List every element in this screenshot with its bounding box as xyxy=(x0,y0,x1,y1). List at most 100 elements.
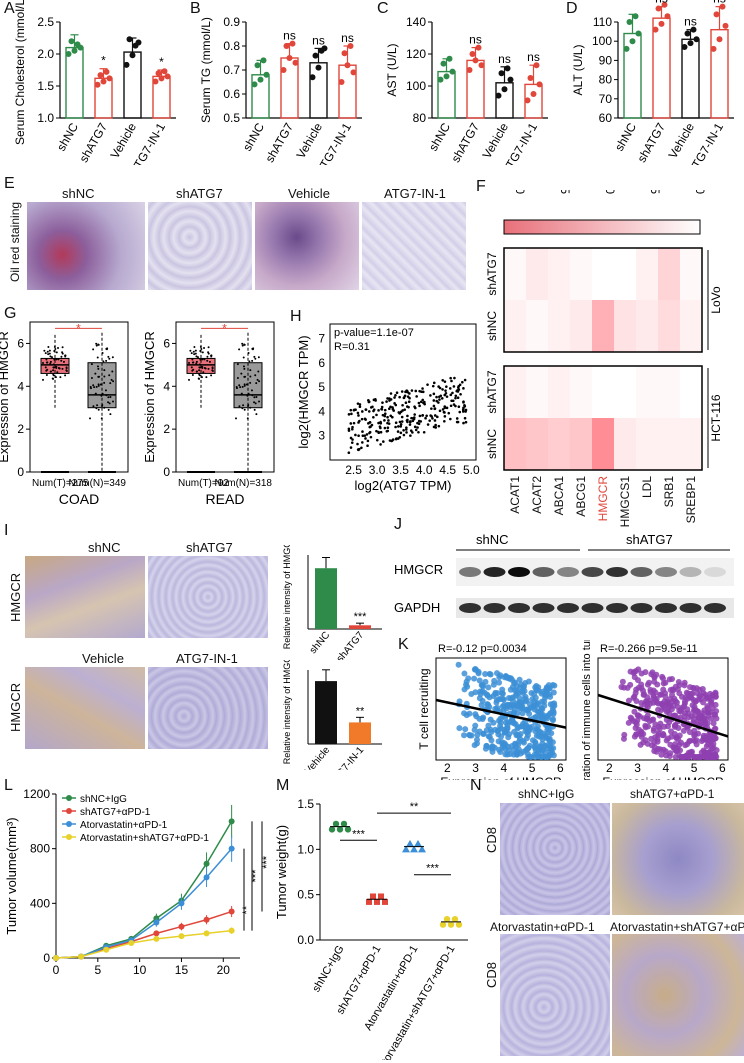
data-point xyxy=(256,378,259,381)
data-point xyxy=(711,751,718,758)
gene-label: ABCA1 xyxy=(552,476,566,516)
y-axis-label: Tumor volume(mm³) xyxy=(4,817,19,934)
data-point xyxy=(542,742,549,749)
heatmap-cell xyxy=(614,418,636,470)
data-point xyxy=(671,722,678,729)
x-tick-label: shATG7 xyxy=(335,630,367,660)
data-point xyxy=(464,420,468,424)
data-point xyxy=(188,378,190,381)
data-point xyxy=(710,720,717,727)
data-point xyxy=(464,410,467,413)
gene-label: ABCG1 xyxy=(574,476,588,517)
data-point xyxy=(129,52,136,59)
panel-letter: K xyxy=(398,636,409,653)
blot-row-label: HMGCR xyxy=(394,562,443,577)
data-point xyxy=(367,398,370,402)
data-point xyxy=(414,428,418,432)
data-point xyxy=(497,672,504,679)
heatmap-cell xyxy=(548,300,570,352)
data-point xyxy=(398,395,401,399)
data-point xyxy=(661,1,668,8)
data-point xyxy=(97,72,104,79)
cd8-side-label: CD8 xyxy=(484,961,499,988)
data-point xyxy=(377,409,380,412)
data-point xyxy=(461,686,468,693)
data-point xyxy=(653,696,660,703)
data-point xyxy=(379,443,382,446)
data-point xyxy=(382,440,385,443)
panel-letter: C xyxy=(377,0,389,17)
significance-label: ns xyxy=(469,33,482,47)
data-point xyxy=(97,384,100,387)
legend-label: shATG7+αPD-1 xyxy=(80,807,151,818)
heatmap-cell xyxy=(504,418,526,470)
data-point xyxy=(454,396,457,400)
x-tick-label: 6 xyxy=(719,761,726,775)
data-point xyxy=(199,349,202,352)
blot-row-label: GAPDH xyxy=(394,600,440,615)
data-point xyxy=(432,381,436,385)
gapdh-band xyxy=(630,603,653,613)
data-point xyxy=(692,698,699,705)
data-point xyxy=(203,916,210,923)
data-point xyxy=(191,373,194,376)
data-point xyxy=(499,741,506,748)
significance-label: ns xyxy=(527,50,540,64)
data-point xyxy=(203,346,206,349)
data-point xyxy=(406,839,414,847)
bar-I-bottom: Relative intensity of HMGCR VehicleATG7-I… xyxy=(282,660,382,770)
data-point xyxy=(101,392,104,395)
hmgcr-side-label: HMGCR xyxy=(8,572,23,622)
x-tick-label: 5.0 xyxy=(463,463,480,477)
data-point xyxy=(208,360,211,363)
x-axis-label: Days xyxy=(133,978,163,980)
y-tick-label: 800 xyxy=(30,842,50,856)
data-point xyxy=(344,826,352,833)
data-point xyxy=(135,39,142,46)
data-point xyxy=(405,419,409,422)
panel-letter: M xyxy=(276,777,290,794)
data-point xyxy=(255,396,258,399)
y-tick-label: 4 xyxy=(163,379,170,393)
data-point xyxy=(368,425,372,429)
data-point xyxy=(399,423,403,426)
data-point xyxy=(473,740,480,747)
hmgcr-band xyxy=(557,567,579,577)
data-point xyxy=(197,377,200,380)
heatmap-cell xyxy=(636,248,658,300)
bar xyxy=(349,722,371,744)
data-point xyxy=(347,43,354,49)
y-tick-label: 0 xyxy=(17,465,24,479)
data-point xyxy=(671,731,678,738)
x-tick-label: 6 xyxy=(557,761,564,775)
data-point xyxy=(251,81,258,88)
data-point xyxy=(690,684,697,691)
data-point xyxy=(61,351,64,354)
data-point xyxy=(356,411,360,415)
data-point xyxy=(706,694,713,701)
data-point xyxy=(236,376,239,379)
data-point xyxy=(336,826,344,833)
data-point xyxy=(462,421,465,425)
data-point xyxy=(103,946,110,953)
data-point xyxy=(404,401,408,404)
y-tick-label: 80 xyxy=(413,111,427,125)
data-point xyxy=(430,407,433,410)
data-point xyxy=(462,726,469,733)
data-point xyxy=(638,670,645,677)
data-point xyxy=(92,384,95,387)
data-point xyxy=(664,13,671,20)
data-point xyxy=(243,408,246,411)
data-point xyxy=(46,368,49,371)
scatter-H: 2.5 3.0 3.5 4.0 4.5 5.0 3 4 5 6 7 log2(ATG7 TPM) log… xyxy=(296,323,480,493)
data-point xyxy=(258,380,261,383)
y-tick-label: 6 xyxy=(163,336,170,350)
row-label: shATG7 xyxy=(485,370,499,413)
data-point xyxy=(206,355,209,358)
data-point xyxy=(703,754,710,760)
data-point xyxy=(254,357,257,360)
data-point xyxy=(421,390,425,394)
data-point xyxy=(385,400,388,403)
data-point xyxy=(466,731,473,738)
data-point xyxy=(434,423,437,427)
